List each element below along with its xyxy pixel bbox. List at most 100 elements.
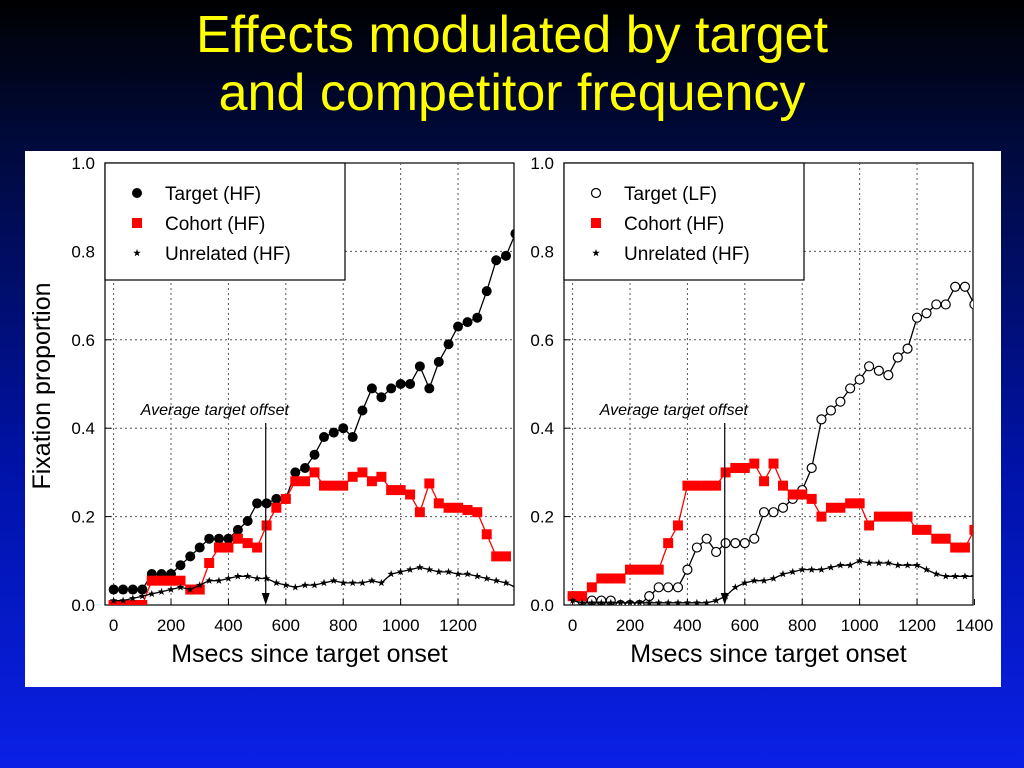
data-point	[272, 578, 281, 587]
data-point	[779, 570, 787, 578]
title-line-1: Effects modulated by target	[195, 6, 829, 64]
data-point	[462, 504, 473, 515]
data-point	[712, 596, 720, 604]
data-point	[940, 299, 951, 310]
data-point	[368, 576, 376, 584]
data-point	[884, 559, 893, 567]
data-point	[787, 489, 798, 500]
series-group	[567, 281, 973, 605]
data-point	[854, 498, 865, 509]
data-point	[863, 361, 875, 372]
legend: Target (HF) Cohort (HF) Unrelated (HF)	[104, 162, 346, 281]
data-point	[290, 467, 301, 478]
data-point	[701, 533, 712, 544]
data-point	[424, 383, 435, 394]
data-point	[597, 598, 606, 605]
data-point	[223, 542, 234, 553]
data-point	[854, 374, 865, 385]
data-point	[961, 572, 969, 580]
data-point	[347, 471, 358, 482]
data-point	[903, 561, 912, 569]
data-point	[577, 591, 588, 602]
data-point	[720, 538, 731, 549]
legend-marker	[132, 218, 142, 228]
legend-label: Unrelated (HF)	[624, 244, 750, 265]
data-point	[672, 520, 683, 531]
data-point	[186, 585, 195, 593]
data-point	[760, 576, 768, 584]
data-point	[502, 578, 510, 587]
y-tick-label: 0.2	[530, 508, 554, 527]
data-point	[376, 392, 387, 403]
data-point	[625, 564, 636, 575]
data-point	[348, 578, 357, 587]
data-point	[741, 578, 749, 587]
data-point	[797, 489, 808, 500]
data-point	[921, 308, 932, 319]
x-axis-label: Msecs since target onset	[630, 640, 907, 668]
x-tick-label: 0	[568, 616, 577, 635]
data-point	[253, 574, 261, 582]
data-point	[825, 502, 836, 513]
data-point	[156, 575, 167, 586]
data-point	[845, 498, 856, 509]
data-point	[720, 467, 731, 478]
y-tick-label: 1.0	[530, 154, 554, 173]
data-point	[109, 596, 118, 604]
data-point	[730, 538, 741, 549]
data-point	[969, 299, 973, 310]
data-point	[242, 538, 253, 549]
data-point	[301, 581, 309, 589]
legend-marker	[132, 188, 142, 198]
data-point	[941, 572, 950, 580]
data-point	[396, 567, 405, 576]
data-point	[932, 570, 941, 578]
legend-box	[563, 162, 805, 281]
data-point	[290, 476, 301, 487]
data-point	[215, 576, 223, 584]
data-point	[951, 572, 960, 580]
data-point	[567, 591, 578, 602]
data-point	[769, 574, 778, 582]
data-point	[376, 471, 387, 482]
data-point	[511, 586, 514, 591]
data-point	[663, 538, 674, 549]
data-point	[702, 598, 711, 605]
data-point	[759, 476, 770, 487]
x-tick-label: 600	[272, 616, 300, 635]
data-point	[318, 480, 329, 491]
data-point	[232, 533, 243, 544]
x-tick-label: 1200	[439, 616, 477, 635]
data-point	[492, 576, 501, 584]
x-tick-label: 200	[157, 616, 185, 635]
data-point	[386, 485, 397, 496]
data-point	[338, 480, 349, 491]
data-point	[300, 476, 311, 487]
data-point	[892, 511, 903, 522]
data-point	[806, 493, 817, 504]
x-tick-label: 0	[109, 616, 118, 635]
data-point	[357, 405, 368, 416]
title-line-2: and competitor frequency	[218, 64, 806, 122]
y-tick-label: 0.6	[71, 331, 95, 350]
data-point	[175, 575, 186, 586]
y-tick-label: 0.6	[530, 331, 554, 350]
legend-marker	[592, 249, 600, 257]
data-point	[768, 458, 779, 469]
legend-label: Unrelated (HF)	[165, 244, 291, 265]
data-point	[845, 383, 856, 394]
data-point	[491, 255, 502, 266]
data-point	[453, 502, 464, 513]
data-point	[817, 565, 826, 573]
data-point	[588, 598, 596, 605]
x-tick-label: 1400	[956, 616, 994, 635]
data-point	[836, 561, 845, 569]
data-point	[213, 533, 224, 544]
legend: Target (LF) Cohort (HF) Unrelated (HF)	[563, 162, 805, 281]
data-point	[864, 520, 875, 531]
y-tick-label: 0.8	[71, 242, 95, 261]
data-point	[309, 467, 320, 478]
data-point	[693, 598, 701, 605]
data-point	[902, 343, 913, 354]
x-axis-label: Msecs since target onset	[171, 640, 448, 668]
